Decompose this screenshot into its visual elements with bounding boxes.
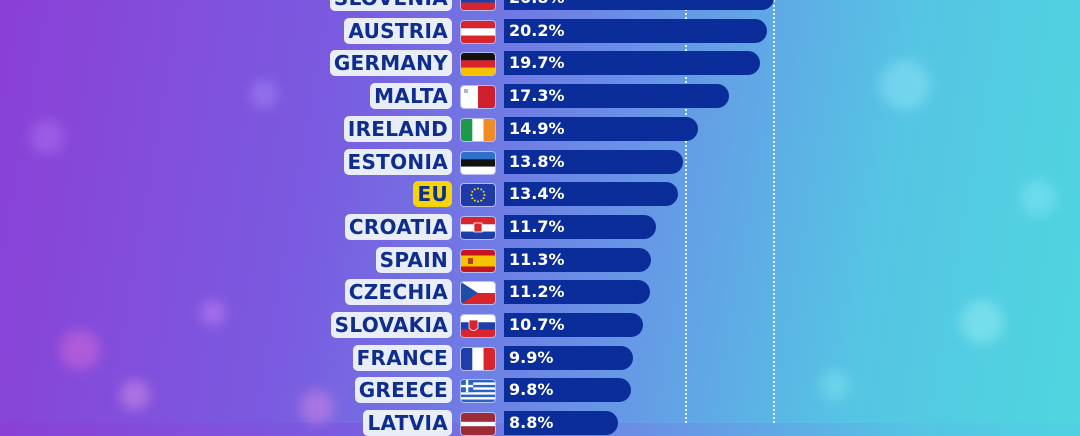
value-label: 14.9% [509,118,565,138]
bar [504,116,698,141]
gridline [685,0,687,423]
value-label: 11.2% [509,282,565,302]
chart-row: IRELAND 14.9% [0,115,1080,142]
bar [504,280,650,305]
value-label: 9.9% [509,347,554,367]
flag-icon [461,216,495,239]
value-label: 13.8% [509,151,565,171]
flag-icon [461,282,495,305]
bokeh-light [820,370,850,400]
bokeh-light [200,300,226,326]
bokeh-light [300,390,334,424]
value-label: 11.3% [509,249,565,269]
bar [504,0,774,10]
bokeh-light [880,60,930,110]
flag-icon [461,151,495,174]
chart-row: GREECE 9.8% [0,377,1080,404]
bar [504,51,760,76]
category-label: EU [413,181,452,208]
flag-icon [461,86,495,109]
value-label: 17.3% [509,86,565,106]
category-label: SLOVAKIA [330,312,452,338]
chart-row: AUSTRIA 20.2% [0,17,1080,44]
flag-icon [461,315,495,337]
value-label: 20.8% [509,0,565,10]
value-label: 8.8% [509,413,554,433]
category-label: GREECE [354,377,452,404]
flag-icon [461,53,495,76]
gridline [773,0,775,423]
category-label: LATVIA [363,410,452,436]
flag-icon [461,413,495,436]
value-label: 20.2% [509,20,565,40]
chart-row: CROATIA 11.7% [0,213,1080,240]
category-label: CROATIA [344,213,452,240]
bar [504,247,651,272]
category-label: SLOVENIA [329,0,452,11]
chart-row: ESTONIA 13.8% [0,148,1080,175]
bokeh-light [120,380,150,410]
bar [504,214,656,239]
flag-icon [461,20,495,43]
chart-row: EU 13.4% [0,181,1080,208]
category-label: ESTONIA [343,148,452,175]
bar [504,18,767,43]
chart-row: SPAIN 11.3% [0,246,1080,273]
bokeh-light [960,300,1004,344]
bokeh-light [30,120,64,154]
category-label: IRELAND [343,115,452,142]
flag-icon [461,380,495,403]
bokeh-light [250,80,278,108]
chart-row: SLOVENIA 20.8% [0,0,1080,11]
chart-row: SLOVAKIA 10.7% [0,312,1080,338]
bar [504,313,643,337]
bar [504,345,633,370]
flag-icon [461,347,495,370]
chart-row: GERMANY 19.7% [0,50,1080,77]
bar [504,84,729,109]
value-label: 9.8% [509,380,554,400]
value-label: 10.7% [509,315,565,334]
bar [504,378,631,403]
category-label: GERMANY [329,50,452,77]
value-label: 11.7% [509,216,565,236]
chart-row: MALTA 17.3% [0,83,1080,110]
flag-icon [461,184,495,207]
bar [504,149,683,174]
flag-icon [461,249,495,272]
value-label: 19.7% [509,53,565,73]
chart-row: CZECHIA 11.2% [0,279,1080,306]
value-label: 13.4% [509,184,565,204]
category-label: CZECHIA [344,279,452,306]
category-label: FRANCE [352,344,452,371]
bokeh-light [60,330,100,370]
category-label: SPAIN [375,246,452,273]
bar [504,182,678,207]
chart-row: LATVIA 8.8% [0,410,1080,436]
bokeh-light [1020,180,1056,216]
category-label: MALTA [370,83,452,110]
chart-row: FRANCE 9.9% [0,344,1080,371]
flag-icon [461,118,495,141]
flag-icon [461,0,495,10]
category-label: AUSTRIA [344,17,452,44]
